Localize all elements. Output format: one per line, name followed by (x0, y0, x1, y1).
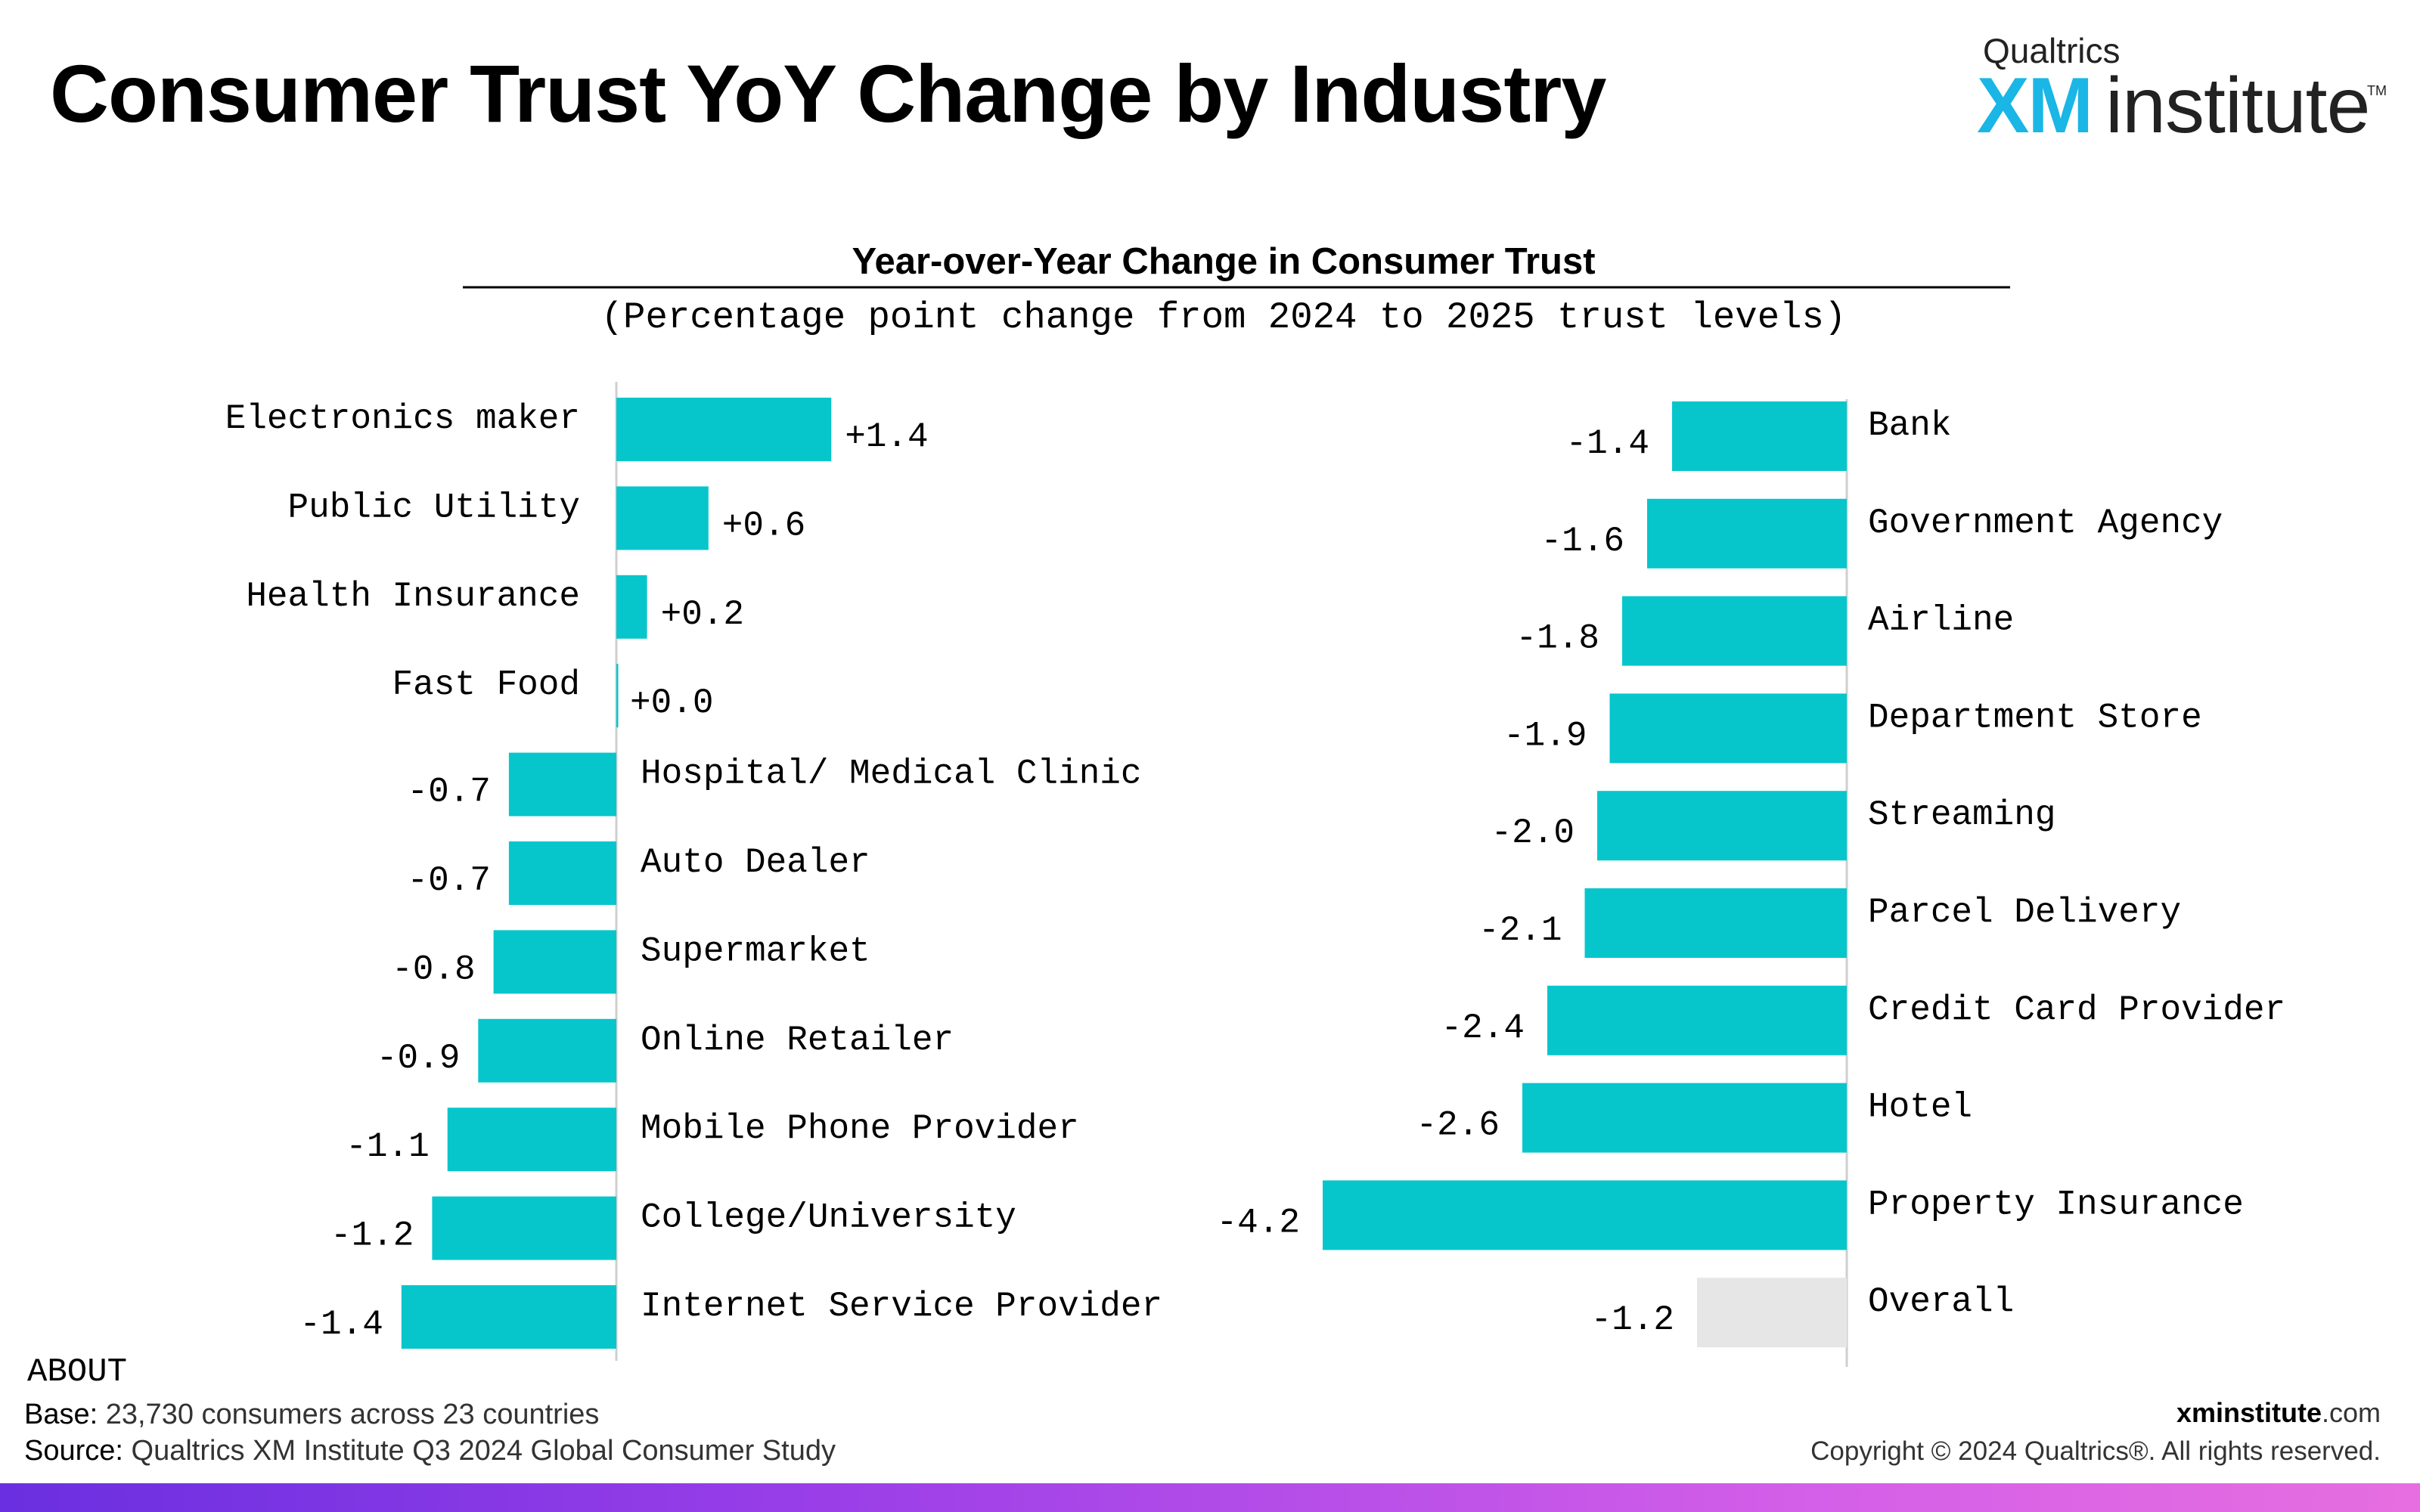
value-label: -1.6 (1541, 522, 1624, 561)
value-label: -0.8 (392, 950, 475, 989)
value-label: -0.9 (377, 1039, 460, 1078)
chart-panel-right: Bank -1.4 Government Agency -1.6 Airline -1.8… (1217, 399, 2285, 1367)
site-link[interactable]: xminstitute.com (2176, 1397, 2381, 1429)
category-label: Fast Food (392, 665, 580, 705)
value-label: -1.1 (346, 1127, 429, 1167)
base-note-value: 23,730 consumers across 23 countries (105, 1399, 600, 1430)
bottom-gradient-bar (0, 1483, 2420, 1512)
logo-xm-text: XM (1977, 62, 2093, 150)
bar (508, 841, 616, 905)
value-label: -1.2 (330, 1216, 414, 1256)
category-label: Hotel (1868, 1088, 1972, 1127)
bar (1609, 693, 1847, 764)
value-label: -4.2 (1217, 1203, 1300, 1242)
category-label: Online Retailer (641, 1021, 954, 1060)
category-label: Overall (1868, 1282, 2014, 1321)
value-label: -1.4 (1566, 424, 1649, 463)
value-label: -2.1 (1478, 911, 1562, 950)
bar (508, 752, 616, 816)
category-label: Supermarket (641, 931, 870, 971)
chart-subtitle: (Percentage point change from 2024 to 20… (601, 296, 1847, 339)
bar (1647, 498, 1847, 569)
xm-institute-logo: Qualtrics XM institute TM (1977, 27, 2387, 150)
bar (1697, 1278, 1847, 1348)
chart-panel-left: Electronics maker +1.4 Public Utility +0.6 H… (225, 382, 1162, 1361)
value-label: +0.2 (661, 595, 744, 634)
category-label: Parcel Delivery (1868, 893, 2181, 932)
value-label: -1.2 (1591, 1300, 1674, 1340)
bar (616, 486, 709, 550)
source-note: Source: Qualtrics XM Institute Q3 2024 G… (24, 1435, 836, 1467)
chart-title: Year-over-Year Change in Consumer Trust (852, 241, 1595, 282)
value-label: +1.4 (845, 417, 928, 457)
site-link-bold: xminstitute (2176, 1397, 2322, 1428)
value-label: -2.6 (1416, 1106, 1500, 1145)
source-note-key: Source: (24, 1435, 123, 1467)
bar (493, 930, 616, 994)
value-label: -0.7 (407, 861, 490, 900)
page-title: Consumer Trust YoY Change by Industry (50, 48, 1606, 139)
value-label: +0.6 (722, 506, 805, 545)
source-note-value: Qualtrics XM Institute Q3 2024 Global Co… (131, 1435, 836, 1467)
bar (1622, 596, 1847, 666)
category-label: Department Store (1868, 698, 2202, 737)
bar (616, 398, 832, 461)
bar (1584, 888, 1847, 958)
category-label: Electronics maker (225, 399, 580, 438)
bar (616, 664, 619, 728)
site-link-suffix: .com (2321, 1397, 2381, 1428)
category-label: Bank (1868, 406, 1951, 445)
bar (478, 1018, 616, 1083)
category-label: Airline (1868, 601, 2014, 640)
category-label: Internet Service Provider (641, 1287, 1162, 1326)
bar (401, 1285, 616, 1349)
base-note-key: Base: (24, 1399, 98, 1430)
value-label: -2.4 (1441, 1009, 1525, 1048)
value-label: +0.0 (630, 683, 713, 723)
bar (1547, 985, 1847, 1055)
copyright-text: Copyright © 2024 Qualtrics®. All rights … (1810, 1436, 2381, 1466)
category-label: Public Utility (288, 488, 580, 527)
about-heading: ABOUT (27, 1353, 128, 1391)
category-label: Mobile Phone Provider (641, 1109, 1079, 1148)
category-label: Streaming (1868, 795, 2055, 835)
bar (447, 1108, 616, 1172)
bar (1522, 1083, 1847, 1153)
category-label: Hospital/ Medical Clinic (641, 754, 1142, 794)
bar (1597, 791, 1847, 861)
category-label: Credit Card Provider (1868, 990, 2285, 1030)
base-note: Base: 23,730 consumers across 23 countri… (24, 1399, 599, 1431)
value-label: -2.0 (1491, 813, 1575, 853)
value-label: -1.8 (1516, 619, 1599, 658)
category-label: Property Insurance (1868, 1185, 2244, 1224)
value-label: -0.7 (407, 773, 490, 812)
bar (1672, 401, 1847, 471)
bar (616, 575, 647, 639)
category-label: Government Agency (1868, 503, 2223, 543)
value-label: -1.9 (1503, 716, 1587, 755)
logo-institute-text: institute (2105, 62, 2370, 150)
value-label: -1.4 (299, 1305, 383, 1344)
category-label: College/University (641, 1198, 1016, 1238)
bar (432, 1196, 616, 1260)
bar (1323, 1180, 1847, 1250)
category-label: Health Insurance (246, 577, 580, 616)
logo-qualtrics-text: Qualtrics (1983, 31, 2121, 70)
category-label: Auto Dealer (641, 843, 870, 882)
logo-trademark: TM (2367, 83, 2387, 98)
